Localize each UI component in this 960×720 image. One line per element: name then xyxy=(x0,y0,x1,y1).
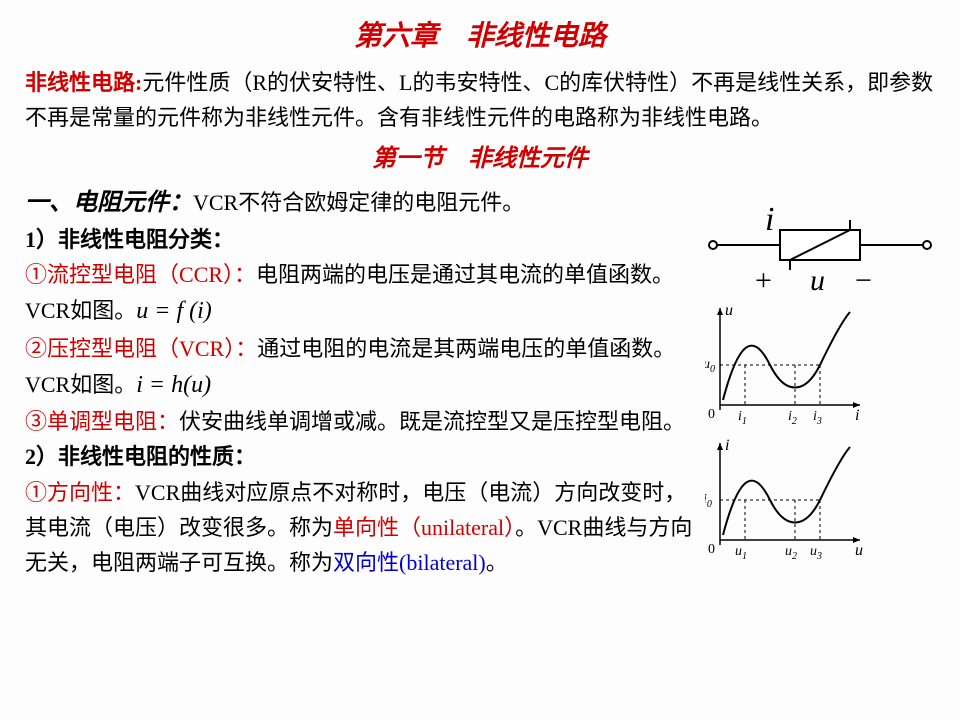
ccr-formula: u = f (i) xyxy=(136,298,212,324)
tick1: i1 xyxy=(738,409,747,427)
uni-label: 单向性（unilateral） xyxy=(333,515,515,540)
minus-label: − xyxy=(855,264,872,295)
ccr-label: ①流控型电阻（CCR）： xyxy=(25,262,256,287)
vcr-chart: i u 0 i0 u1 u2 u3 xyxy=(705,435,870,565)
direction-para: ①方向性：VCR曲线对应原点不对称时，电压（电流）方向改变时，其电流（电压）改变… xyxy=(25,475,705,581)
x-axis-label: i xyxy=(855,407,859,424)
dir-text3: 。 xyxy=(486,550,508,575)
intro-paragraph: 非线性电路:元件性质（R的伏安特性、L的韦安特性、C的库伏特性）不再是线性关系，… xyxy=(25,65,935,135)
tick3: u3 xyxy=(810,544,822,562)
current-label: i xyxy=(765,205,774,238)
ccr-para: ①流控型电阻（CCR）：电阻两端的电压是通过其电流的单值函数。VCR如图。u =… xyxy=(25,257,705,331)
ccr-chart: u i 0 u0 i1 i2 i3 xyxy=(705,300,870,430)
section1-head: 一、电阻元件：VCR不符合欧姆定律的电阻元件。 xyxy=(25,184,705,222)
tick1: u1 xyxy=(735,544,747,562)
origin-label: 0 xyxy=(708,542,715,557)
u0-label: u0 xyxy=(705,357,715,375)
nonlinear-resistor-icon: i + u − xyxy=(705,205,935,295)
curve xyxy=(723,447,850,535)
dir-label: ①方向性： xyxy=(25,480,135,505)
classification-head: 1）非线性电阻分类： xyxy=(25,222,705,257)
bi-label: 双向性(bilateral) xyxy=(333,550,486,575)
x-axis-label: u xyxy=(855,542,863,559)
s1-head-text: VCR不符合欧姆定律的电阻元件。 xyxy=(193,190,524,215)
y-axis-label: u xyxy=(725,302,733,319)
properties-head: 2）非线性电阻的性质： xyxy=(25,439,705,474)
origin-label: 0 xyxy=(708,407,715,422)
mono-para: ③单调型电阻：伏安曲线单调增或减。既是流控型又是压控型电阻。 xyxy=(25,404,705,439)
section-title: 第一节 非线性元件 xyxy=(25,140,935,178)
tick2: u2 xyxy=(785,544,797,562)
mono-text: 伏安曲线单调增或减。既是流控型又是压控型电阻。 xyxy=(179,409,685,434)
intro-label: 非线性电路: xyxy=(25,70,142,95)
i0-label: i0 xyxy=(705,492,712,510)
chapter-title: 第六章 非线性电路 xyxy=(25,15,935,60)
tick3: i3 xyxy=(813,409,822,427)
intro-text: 元件性质（R的伏安特性、L的韦安特性、C的库伏特性）不再是线性关系，即参数不再是… xyxy=(25,70,933,130)
voltage-label: u xyxy=(810,264,825,295)
s1-head-label: 一、电阻元件： xyxy=(25,190,193,216)
vcr-formula: i = h(u) xyxy=(136,372,211,398)
tick2: i2 xyxy=(788,409,797,427)
curve xyxy=(723,312,850,400)
y-axis-label: i xyxy=(725,437,729,454)
circuit-symbol: i + u − u i 0 u0 xyxy=(705,205,935,565)
mono-label: ③单调型电阻： xyxy=(25,409,179,434)
vcr-para: ②压控型电阻（VCR）：通过电阻的电流是其两端电压的单值函数。VCR如图。i =… xyxy=(25,331,705,405)
vcr-label: ②压控型电阻（VCR）： xyxy=(25,336,257,361)
plus-label: + xyxy=(755,264,772,295)
